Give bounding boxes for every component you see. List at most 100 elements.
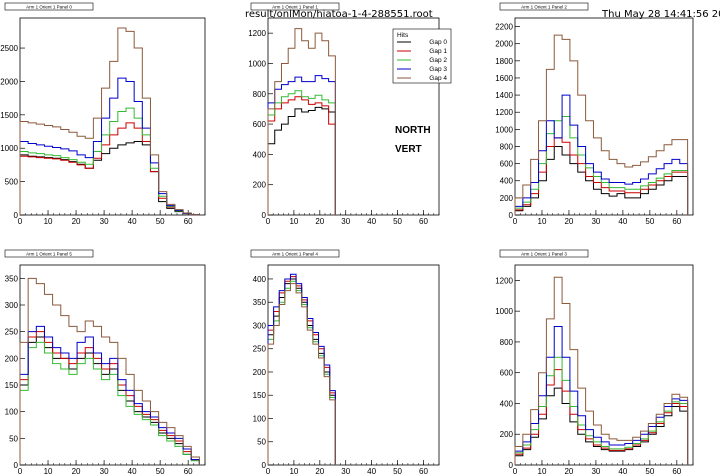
y-tick-label: 0 <box>262 211 267 220</box>
y-tick-label: 1200 <box>495 276 513 285</box>
x-tick-label: 50 <box>156 217 165 226</box>
panel-3: Arm 1 Orient 1 Panel 5 0 10 20 30 40 50 60 0 50 10… <box>4 249 206 474</box>
panel-title: Arm 1 Orient 1 Panel 1 <box>272 5 318 10</box>
y-tick-label: 50 <box>257 438 266 447</box>
y-tick-label: 1200 <box>495 108 513 117</box>
y-tick-label: 0 <box>509 461 514 470</box>
series-line <box>267 90 336 215</box>
x-tick-label: 60 <box>184 467 193 474</box>
series-line <box>267 75 336 215</box>
series-line <box>19 277 200 465</box>
y-tick-label: 400 <box>500 399 514 408</box>
x-tick-label: 40 <box>367 467 376 474</box>
y-tick-label: 200 <box>500 430 514 439</box>
panel-title: Arm 1 Orient 1 Panel 3 <box>521 252 567 257</box>
x-tick-label: 20 <box>72 217 81 226</box>
y-tick-label: 1800 <box>495 57 513 66</box>
series-line <box>514 326 689 465</box>
x-tick-label: 50 <box>393 217 402 226</box>
file-label: result/onlMon/hiatoa-1-4-288551.root <box>245 9 433 20</box>
plot-frame <box>19 264 206 466</box>
y-tick-label: 0 <box>262 461 267 470</box>
x-tick-label: 20 <box>564 217 573 226</box>
series-line <box>267 106 336 215</box>
y-tick-label: 0 <box>14 211 19 220</box>
y-tick-label: 2000 <box>495 40 513 49</box>
series-line <box>19 341 200 465</box>
legend-entry: Gap 2 <box>429 57 447 64</box>
y-tick-label: 200 <box>5 354 19 363</box>
y-tick-label: 200 <box>500 194 514 203</box>
panel-4: Arm 1 Orient 1 Panel 4 0 10 20 30 40 50 60 0 50 10… <box>250 249 440 474</box>
x-tick-label: 60 <box>672 217 681 226</box>
x-tick-label: 0 <box>18 217 23 226</box>
y-tick-label: 200 <box>253 181 267 190</box>
panel-title-box <box>250 2 340 11</box>
series-line <box>19 325 200 465</box>
series-line <box>19 77 200 216</box>
panel-title: Arm 1 Orient 1 Panel 4 <box>272 252 318 257</box>
y-tick-label: 600 <box>500 369 514 378</box>
x-tick-label: 50 <box>156 467 165 474</box>
y-tick-label: 400 <box>253 275 267 284</box>
y-tick-label: 2500 <box>0 44 18 53</box>
plot-frame <box>514 17 694 216</box>
y-tick-label: 300 <box>5 301 19 310</box>
x-tick-label: 10 <box>44 467 53 474</box>
x-tick-label: 20 <box>315 467 324 474</box>
x-tick-label: 30 <box>591 217 600 226</box>
panel-title-box <box>4 2 94 11</box>
y-tick-label: 300 <box>253 321 267 330</box>
y-tick-label: 400 <box>500 177 514 186</box>
annotation-text: NORTH <box>395 125 431 136</box>
x-tick-label: 40 <box>367 217 376 226</box>
y-tick-label: 800 <box>500 142 514 151</box>
legend-entry: Gap 1 <box>429 48 447 55</box>
legend-box <box>392 28 452 84</box>
x-tick-label: 40 <box>618 467 627 474</box>
panel-title: Arm 1 Orient 1 Panel 2 <box>521 5 567 10</box>
x-tick-label: 30 <box>341 467 350 474</box>
y-tick-label: 400 <box>253 150 267 159</box>
legend-entry: Gap 3 <box>429 66 447 73</box>
x-tick-label: 50 <box>645 467 654 474</box>
x-tick-label: 30 <box>100 467 109 474</box>
series-line <box>514 116 689 215</box>
x-tick-label: 0 <box>266 467 271 474</box>
y-tick-label: 2200 <box>495 23 513 32</box>
x-tick-label: 20 <box>72 467 81 474</box>
annotation-text: VERT <box>395 144 422 155</box>
y-tick-label: 100 <box>5 408 19 417</box>
x-tick-label: 30 <box>341 217 350 226</box>
series-line <box>267 283 336 465</box>
panel-2: Arm 1 Orient 1 Panel 20 10 20 30 40 50 6002004… <box>495 2 694 226</box>
y-tick-label: 1200 <box>248 29 266 38</box>
legend-entry: Gap 0 <box>429 39 447 46</box>
panel-title-box <box>4 249 94 258</box>
y-tick-label: 0 <box>14 461 19 470</box>
y-tick-label: 250 <box>5 328 19 337</box>
y-tick-label: 50 <box>9 434 18 443</box>
x-tick-label: 0 <box>266 217 271 226</box>
series-line <box>514 94 689 215</box>
panel-title-box <box>250 249 340 258</box>
series-line <box>19 331 200 465</box>
y-tick-label: 250 <box>253 345 267 354</box>
y-tick-label: 100 <box>253 414 267 423</box>
x-tick-label: 40 <box>128 217 137 226</box>
x-tick-label: 60 <box>184 217 193 226</box>
x-tick-label: 50 <box>645 217 654 226</box>
x-tick-label: 50 <box>393 467 402 474</box>
y-tick-label: 1400 <box>495 91 513 100</box>
x-tick-label: 0 <box>18 467 23 474</box>
series-line <box>19 122 200 216</box>
plot-frame <box>514 264 694 466</box>
x-tick-label: 60 <box>419 217 428 226</box>
panel-title: Arm 1 Orient 1 Panel 0 <box>26 5 72 10</box>
legend-title: Hits <box>397 32 409 39</box>
x-tick-label: 10 <box>289 217 298 226</box>
y-tick-label: 600 <box>500 160 514 169</box>
y-tick-label: 600 <box>253 120 267 129</box>
y-tick-label: 1600 <box>495 74 513 83</box>
